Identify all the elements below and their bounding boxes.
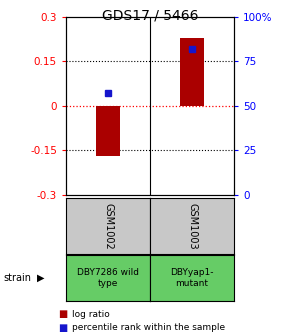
Text: DBY7286 wild
type: DBY7286 wild type [77, 268, 139, 288]
Bar [180, 38, 204, 106]
Text: ■: ■ [58, 309, 68, 319]
Text: log ratio: log ratio [72, 310, 110, 319]
Text: DBYyap1-
mutant: DBYyap1- mutant [170, 268, 214, 288]
Text: strain: strain [3, 273, 31, 283]
Text: percentile rank within the sample: percentile rank within the sample [72, 323, 225, 332]
Text: ■: ■ [58, 323, 68, 333]
Text: GSM1003: GSM1003 [187, 203, 197, 249]
Text: GDS17 / 5466: GDS17 / 5466 [102, 8, 198, 23]
Text: ▶: ▶ [37, 273, 44, 283]
Text: GSM1002: GSM1002 [103, 203, 113, 249]
Bar [96, 106, 120, 156]
